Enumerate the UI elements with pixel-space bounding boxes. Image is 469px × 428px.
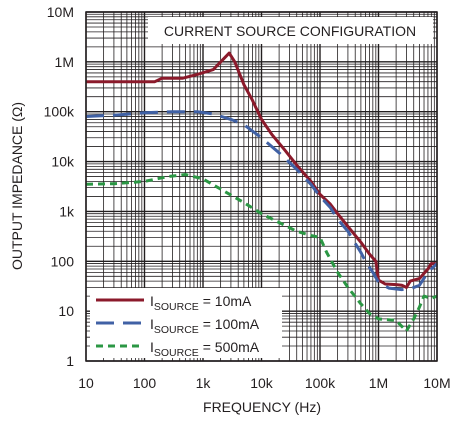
legend-label-1: ISOURCE = 10mA [150, 293, 252, 313]
y-tick-label: 1 [66, 353, 74, 369]
y-tick-label: 10k [51, 154, 75, 170]
y-tick-label: 10 [58, 303, 74, 319]
y-tick-label: 10M [47, 4, 74, 20]
x-tick-label: 1k [196, 375, 212, 391]
x-axis-title: FREQUENCY (Hz) [203, 399, 321, 415]
x-tick-label: 10k [250, 375, 274, 391]
series-line-1 [86, 51, 437, 289]
y-tick-label: 1M [55, 54, 74, 70]
x-tick-label: 100 [133, 375, 157, 391]
y-axis-tick-labels: 1 10 100 1k 10k 100k 1M 10M [44, 4, 75, 369]
legend-label-3: ISOURCE = 500mA [150, 339, 260, 359]
series-line-2 [85, 110, 439, 292]
legend: ISOURCE = 10mA ISOURCE = 100mA ISOURCE = 5… [90, 288, 282, 359]
x-axis-tick-labels: 10 100 1k 10k 100k 1M 10M [78, 375, 450, 391]
annotation-background [148, 17, 433, 44]
plot-frame [85, 11, 438, 362]
legend-label-2: ISOURCE = 100mA [150, 316, 260, 336]
y-tick-label: 100 [51, 253, 75, 269]
y-axis-title: OUTPUT IMPEDANCE (Ω) [9, 102, 25, 270]
y-tick-label: 1k [59, 203, 75, 219]
annotation-box: CURRENT SOURCE CONFIGURATION [148, 17, 433, 44]
series-group [85, 51, 439, 333]
x-tick-label: 10M [423, 375, 450, 391]
y-tick-label: 100k [44, 104, 75, 120]
x-tick-label: 100k [305, 375, 336, 391]
annotation-text: CURRENT SOURCE CONFIGURATION [164, 23, 416, 39]
x-tick-label: 1M [369, 375, 388, 391]
series-line-3 [85, 173, 438, 333]
x-tick-label: 10 [78, 375, 94, 391]
